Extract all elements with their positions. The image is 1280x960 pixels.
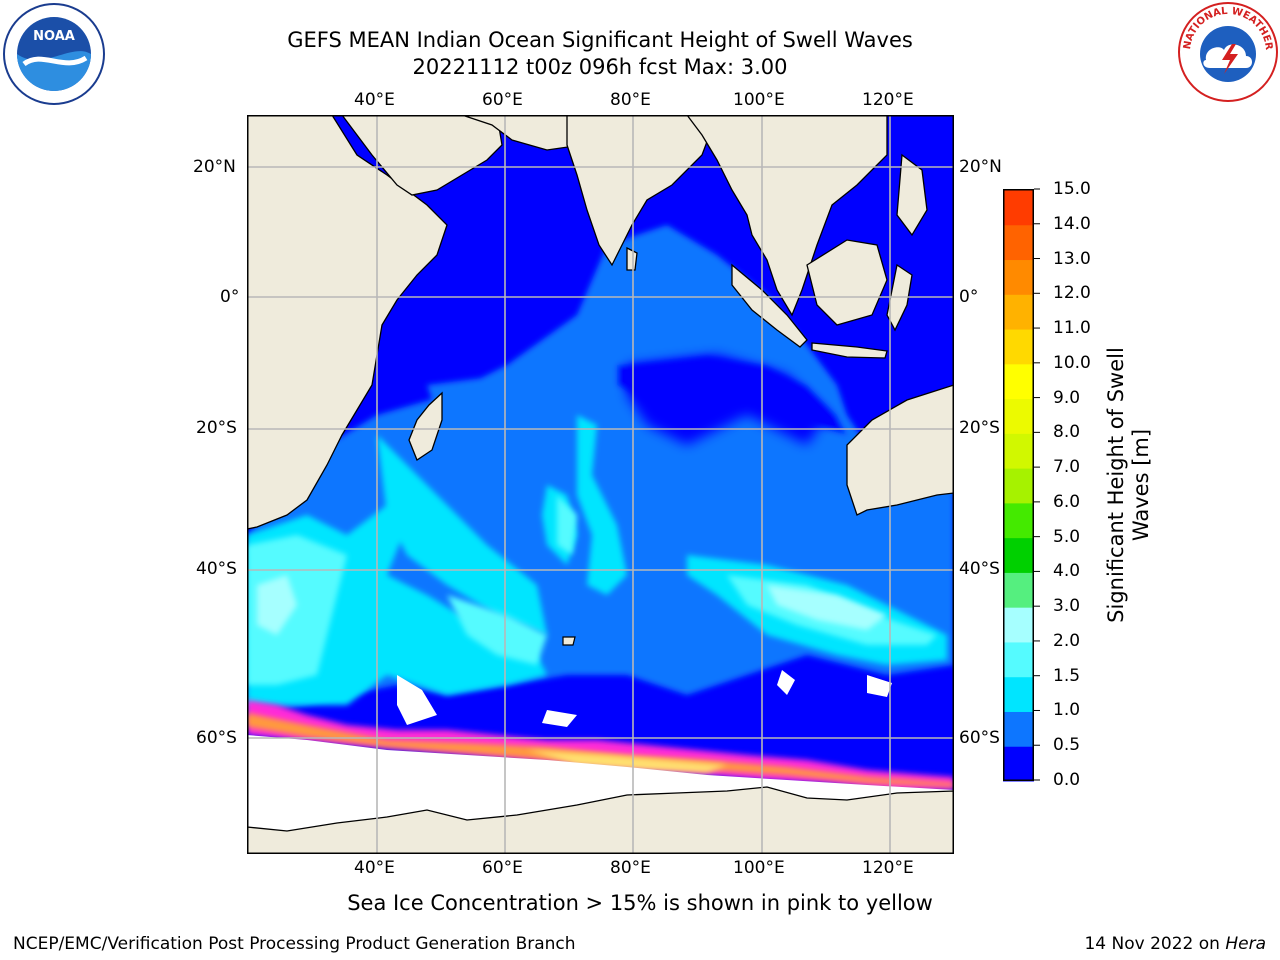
footer-date-text: 14 Nov 2022 on bbox=[1084, 934, 1226, 954]
colorbar-tick-label: 2.0 bbox=[1053, 630, 1081, 651]
sea-ice-zone bbox=[247, 700, 954, 790]
colorbar-title-line2: Waves [m] bbox=[1129, 428, 1153, 542]
colorbar-tick-label: 14.0 bbox=[1053, 213, 1091, 234]
sea-ice-note: Sea Ice Concentration > 15% is shown in … bbox=[347, 891, 933, 915]
footer-host: Hera bbox=[1225, 934, 1266, 954]
madagascar-land bbox=[408, 391, 443, 461]
colorbar-segment bbox=[1003, 328, 1034, 365]
colorbar-segment bbox=[1003, 398, 1034, 434]
colorbar-segment bbox=[1003, 502, 1034, 539]
sumatra-land bbox=[731, 263, 808, 348]
colorbar-segment bbox=[1003, 467, 1034, 504]
colorbar-frame bbox=[1003, 189, 1034, 781]
colorbar-tick-label: 1.5 bbox=[1053, 665, 1081, 686]
lat-label-left: 20°N bbox=[193, 157, 236, 177]
footer-date: 14 Nov 2022 on Hera bbox=[1084, 934, 1266, 954]
lon-label-top: 100°E bbox=[733, 90, 785, 110]
colorbar-tick-label: 3.0 bbox=[1053, 596, 1081, 617]
footer-credit: NCEP/EMC/Verification Post Processing Pr… bbox=[13, 934, 576, 954]
map-frame bbox=[247, 115, 954, 854]
colorbar-tick-label: 5.0 bbox=[1053, 526, 1081, 547]
colorbar-title: Significant Height of Swell Waves [m] bbox=[1104, 275, 1154, 695]
india-land bbox=[566, 115, 718, 267]
colorbar-tick-label: 10.0 bbox=[1053, 352, 1091, 373]
lat-label-left: 0° bbox=[220, 287, 240, 307]
lon-label-top: 40°E bbox=[354, 90, 395, 110]
lon-label-bottom: 60°E bbox=[482, 858, 523, 878]
colorbar-segment bbox=[1003, 710, 1034, 747]
lat-label-right: 20°N bbox=[959, 157, 1002, 177]
colorbar-segment bbox=[1003, 432, 1034, 469]
colorbar-segment bbox=[1003, 189, 1034, 226]
colorbar-segment bbox=[1003, 293, 1034, 330]
colorbar-tick-label: 0.0 bbox=[1053, 770, 1081, 790]
colorbar-segment bbox=[1003, 745, 1034, 782]
colorbar-tick-label: 1.0 bbox=[1053, 700, 1081, 721]
colorbar-segment bbox=[1003, 259, 1034, 295]
swell-band-2.0-3.0 bbox=[257, 575, 887, 635]
colorbar-segment bbox=[1003, 224, 1034, 261]
lat-label-right: 40°S bbox=[959, 559, 1000, 579]
lon-label-top: 60°E bbox=[482, 90, 523, 110]
lon-label-bottom: 80°E bbox=[610, 858, 651, 878]
lat-label-right: 60°S bbox=[959, 728, 1000, 748]
ice-gap-patches bbox=[397, 670, 892, 727]
map-canvas bbox=[247, 115, 954, 854]
noaa-logo-icon: NOAA bbox=[3, 3, 105, 105]
colorbar-tick-label: 11.0 bbox=[1053, 318, 1091, 339]
swell-height-map bbox=[247, 115, 954, 854]
colorbar-segment bbox=[1003, 571, 1034, 608]
colorbar bbox=[1003, 188, 1040, 782]
lat-label-right: 0° bbox=[959, 287, 979, 307]
lon-label-bottom: 100°E bbox=[733, 858, 785, 878]
kerguelen-land bbox=[562, 636, 576, 646]
colorbar-segment bbox=[1003, 606, 1034, 643]
iran-land bbox=[461, 115, 583, 151]
noaa-logo-text: NOAA bbox=[33, 29, 75, 44]
lat-label-right: 20°S bbox=[959, 418, 1000, 438]
chart-subtitle: 20221112 t00z 096h fcst Max: 3.00 bbox=[412, 55, 788, 79]
colorbar-segment bbox=[1003, 363, 1034, 400]
australia-land bbox=[846, 384, 954, 516]
antarctica-land bbox=[247, 786, 954, 854]
colorbar-tick-label: 15.0 bbox=[1053, 179, 1091, 199]
lon-label-bottom: 120°E bbox=[862, 858, 914, 878]
chart-title: GEFS MEAN Indian Ocean Significant Heigh… bbox=[287, 28, 913, 52]
colorbar-tick-label: 9.0 bbox=[1053, 387, 1081, 408]
colorbar-segment bbox=[1003, 676, 1034, 712]
colorbar-segment bbox=[1003, 641, 1034, 678]
colorbar-segment bbox=[1003, 537, 1034, 573]
lat-label-left: 60°S bbox=[196, 728, 237, 748]
colorbar-tick-label: 4.0 bbox=[1053, 561, 1081, 582]
colorbar-tick-label: 7.0 bbox=[1053, 457, 1081, 478]
colorbar-tick-label: 13.0 bbox=[1053, 248, 1091, 269]
swell-low-zone bbox=[627, 355, 827, 445]
colorbar-tick-label: 12.0 bbox=[1053, 283, 1091, 304]
lat-label-left: 20°S bbox=[196, 418, 237, 438]
lon-label-top: 80°E bbox=[610, 90, 651, 110]
map-gridlines bbox=[247, 115, 954, 854]
lat-label-left: 40°S bbox=[196, 559, 237, 579]
se-asia-land bbox=[686, 115, 888, 317]
colorbar-tick-label: 0.5 bbox=[1053, 735, 1081, 756]
nws-logo-icon: NATIONAL WEATHER SERVICE bbox=[1176, 0, 1278, 102]
colorbar-tick-label: 8.0 bbox=[1053, 422, 1081, 443]
colorbar-tick-label: 6.0 bbox=[1053, 491, 1081, 512]
lon-label-bottom: 40°E bbox=[354, 858, 395, 878]
java-land bbox=[811, 342, 888, 359]
lon-label-top: 120°E bbox=[862, 90, 914, 110]
colorbar-title-line1: Significant Height of Swell bbox=[1104, 347, 1128, 623]
